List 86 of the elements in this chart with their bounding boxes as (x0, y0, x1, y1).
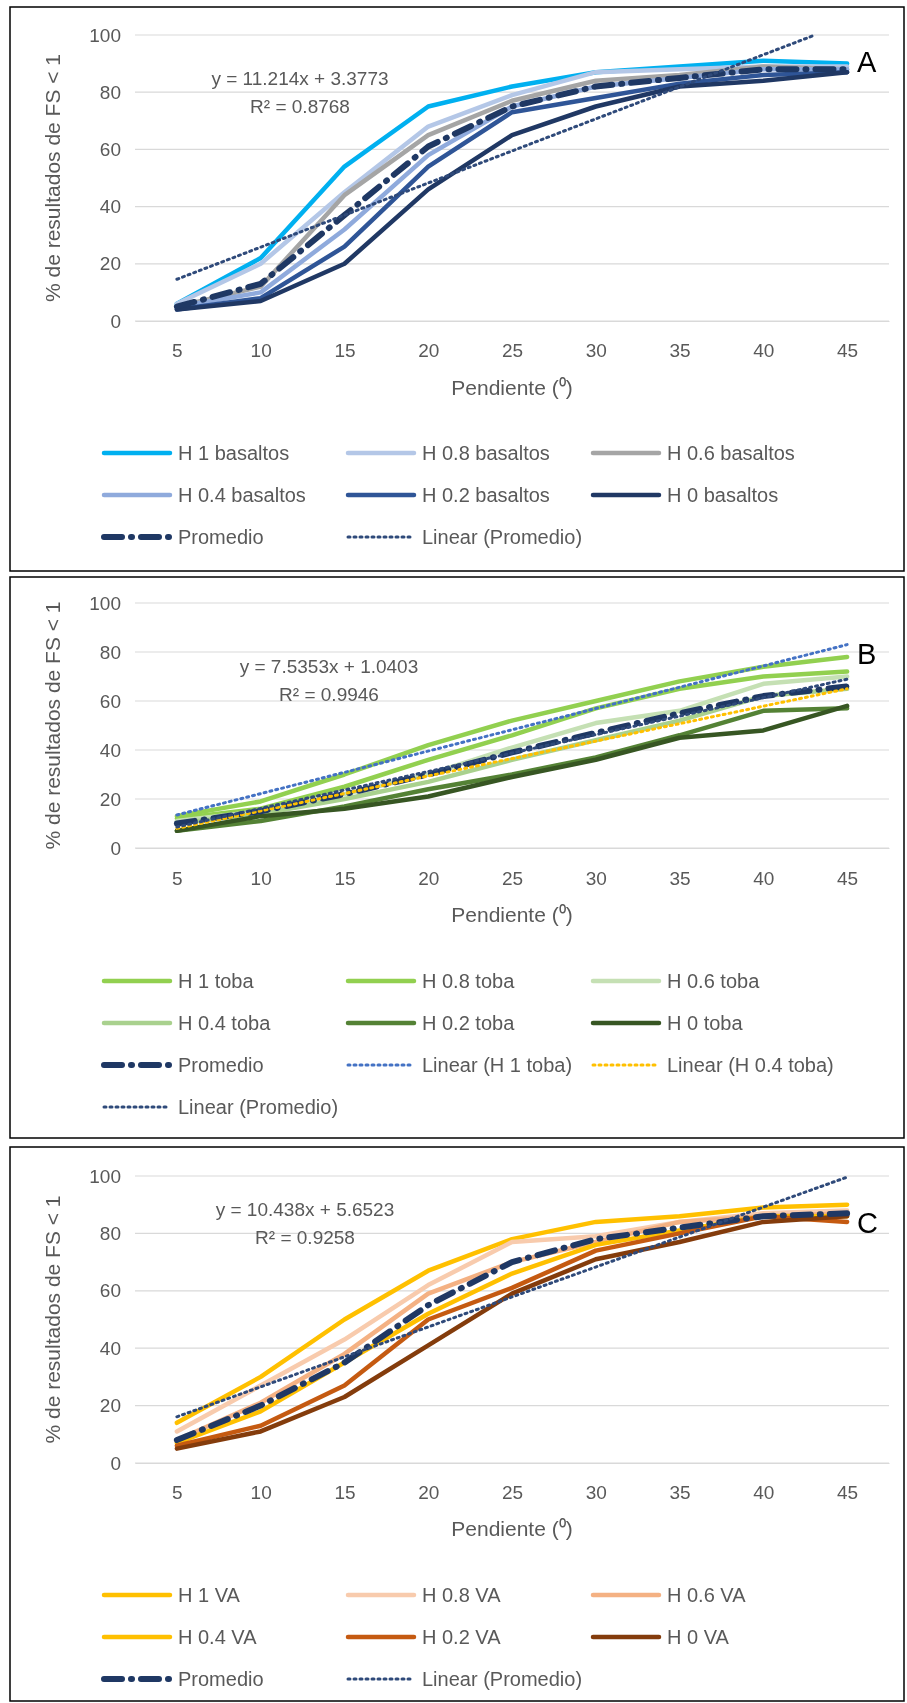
x-tick-label: 40 (753, 1482, 775, 1503)
legend-label: Promedio (178, 526, 264, 548)
x-tick-label: 5 (172, 868, 183, 889)
legend-label: H 0.2 toba (422, 1012, 516, 1034)
legend-label: H 0.4 basaltos (178, 484, 306, 506)
legend-label: H 0 VA (667, 1626, 730, 1648)
y-tick-label: 40 (99, 196, 121, 218)
x-axis-title: Pendiente (⁰) (451, 903, 573, 926)
x-axis-title: Pendiente (⁰) (451, 376, 573, 399)
legend-label: H 0.6 VA (667, 1584, 747, 1606)
annotation: y = 7.5353x + 1.0403 (239, 656, 419, 677)
annotation: R² = 0.9258 (255, 1227, 355, 1248)
x-tick-label: 45 (837, 340, 859, 361)
x-tick-label: 30 (585, 340, 607, 361)
x-tick-label: 10 (250, 1482, 272, 1503)
y-tick-label: 40 (99, 739, 121, 761)
x-tick-label: 35 (669, 868, 691, 889)
legend-label: H 0.4 toba (178, 1012, 272, 1034)
legend-label: Linear (Promedio) (422, 1668, 583, 1690)
annotation: C (857, 1207, 878, 1239)
x-tick-label: 40 (753, 340, 775, 361)
legend-label: H 0.6 toba (667, 970, 761, 992)
x-axis-title: Pendiente (⁰) (451, 1517, 573, 1540)
x-tick-label: 20 (418, 868, 440, 889)
x-tick-label: 5 (172, 1482, 183, 1503)
legend-label: H 1 VA (178, 1584, 241, 1606)
x-tick-label: 15 (334, 1482, 356, 1503)
x-tick-label: 25 (501, 1482, 524, 1503)
y-tick-label: 80 (99, 1222, 121, 1244)
legend-label: H 0.8 VA (422, 1584, 502, 1606)
y-tick-label: 60 (99, 1280, 121, 1302)
y-tick-label: 20 (99, 253, 121, 275)
y-tick-label: 0 (110, 1452, 121, 1474)
y-tick-label: 80 (99, 641, 121, 663)
y-tick-label: 100 (89, 1165, 121, 1187)
annotation: R² = 0.9946 (279, 684, 379, 705)
legend-label: Linear (Promedio) (422, 526, 583, 548)
x-tick-label: 20 (418, 340, 440, 361)
legend-label: H 1 toba (178, 970, 255, 992)
x-tick-label: 45 (837, 1482, 859, 1503)
x-tick-label: 5 (172, 340, 183, 361)
legend-label: Promedio (178, 1054, 264, 1076)
annotation: R² = 0.8768 (250, 96, 350, 117)
x-tick-label: 10 (250, 340, 272, 361)
x-tick-label: 35 (669, 1482, 691, 1503)
annotation: B (857, 638, 877, 670)
legend-label: H 0.2 basaltos (422, 484, 550, 506)
y-tick-label: 0 (110, 310, 121, 332)
legend-label: H 0.2 VA (422, 1626, 502, 1648)
x-tick-label: 45 (837, 868, 859, 889)
legend-label: H 1 basaltos (178, 442, 290, 464)
x-tick-label: 15 (334, 340, 356, 361)
y-tick-label: 100 (89, 24, 121, 46)
y-tick-label: 60 (99, 690, 121, 712)
y-tick-label: 80 (99, 81, 121, 103)
legend-label: Linear (H 1 toba) (422, 1054, 573, 1076)
legend-label: H 0.6 basaltos (667, 442, 795, 464)
annotation: A (857, 46, 877, 78)
x-tick-label: 30 (585, 1482, 607, 1503)
legend-label: H 0 basaltos (667, 484, 779, 506)
legend-label: Promedio (178, 1668, 264, 1690)
y-tick-label: 20 (99, 1395, 121, 1417)
y-tick-label: 20 (99, 788, 121, 810)
legend-label: H 0.8 basaltos (422, 442, 550, 464)
legend-label: Linear (H 0.4 toba) (667, 1054, 834, 1076)
y-tick-label: 40 (99, 1337, 121, 1359)
x-tick-label: 25 (501, 340, 524, 361)
legend-label: H 0 toba (667, 1012, 744, 1034)
legend-label: H 0.4 VA (178, 1626, 258, 1648)
y-axis-title: % de resultados de FS < 1 (41, 1195, 64, 1444)
x-tick-label: 10 (250, 868, 272, 889)
x-tick-label: 40 (753, 868, 775, 889)
x-tick-label: 15 (334, 868, 356, 889)
legend-label: H 0.8 toba (422, 970, 516, 992)
x-tick-label: 35 (669, 340, 691, 361)
x-tick-label: 25 (501, 868, 524, 889)
annotation: y = 11.214x + 3.3773 (211, 68, 389, 89)
y-tick-label: 100 (89, 592, 121, 614)
x-tick-label: 20 (418, 1482, 440, 1503)
legend-label: Linear (Promedio) (178, 1096, 339, 1118)
x-tick-label: 30 (585, 868, 607, 889)
annotation: y = 10.438x + 5.6523 (215, 1199, 395, 1220)
y-axis-title: % de resultados de FS < 1 (41, 53, 64, 303)
y-axis-title: % de resultados de FS < 1 (41, 601, 64, 850)
y-tick-label: 60 (99, 138, 121, 160)
y-tick-label: 0 (110, 837, 121, 859)
